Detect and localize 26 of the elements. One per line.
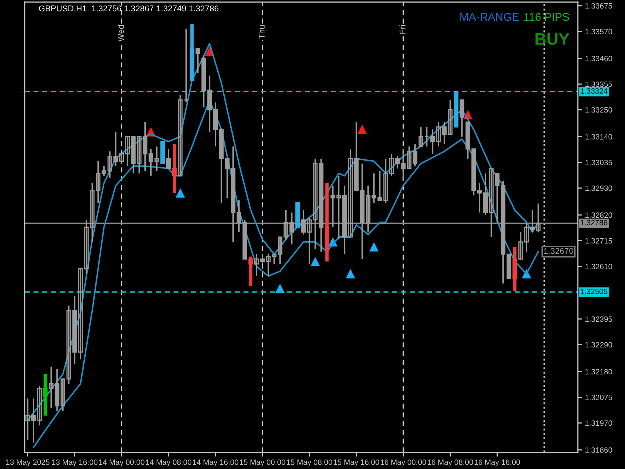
candlestick — [172, 144, 177, 194]
point — [176, 188, 186, 198]
annotation: 1.32670 — [544, 248, 574, 254]
candlestick — [160, 141, 166, 164]
candlestick — [166, 148, 172, 170]
candlestick — [248, 256, 254, 286]
candlestick — [43, 374, 48, 416]
point — [370, 242, 379, 252]
point — [276, 284, 285, 294]
ref-line-label: Thu — [258, 25, 265, 40]
ref-line-label: Wed — [118, 25, 124, 42]
candlestick — [296, 202, 300, 228]
candlestick — [454, 92, 459, 128]
candlestick — [324, 183, 330, 262]
candlestick — [196, 48, 200, 74]
annotation: BUY — [536, 33, 570, 46]
candlestick — [190, 24, 195, 82]
annotation: 116 PIPS — [524, 13, 570, 22]
chart-title: GBPUSD,H1 1.32756 1.32867 1.32749 1.32786 — [39, 6, 219, 13]
point — [310, 257, 320, 266]
candlestick — [460, 100, 465, 138]
point — [346, 269, 356, 279]
candlestick — [512, 247, 518, 292]
point — [358, 124, 368, 134]
annotation: MA-RANGE — [460, 13, 520, 22]
ref-line-label: Fri — [400, 25, 406, 34]
